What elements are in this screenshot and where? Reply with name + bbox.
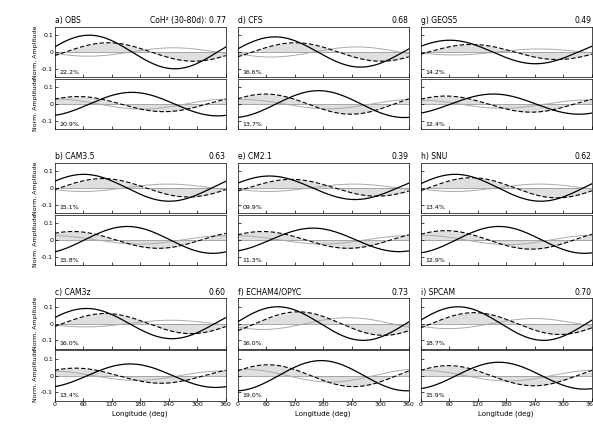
Text: 0.39: 0.39 [392, 152, 409, 161]
Text: i) SPCAM: i) SPCAM [420, 288, 455, 297]
Text: 0.49: 0.49 [575, 16, 592, 25]
Text: d) CFS: d) CFS [238, 16, 262, 25]
Text: 22.2%: 22.2% [60, 70, 79, 75]
Text: 16.0%: 16.0% [60, 341, 79, 346]
X-axis label: Longitude (deg): Longitude (deg) [295, 410, 351, 416]
Text: 18.7%: 18.7% [426, 341, 445, 346]
Text: 0.68: 0.68 [392, 16, 409, 25]
Text: h) SNU: h) SNU [420, 152, 447, 161]
Text: 0.62: 0.62 [575, 152, 592, 161]
Text: 15.1%: 15.1% [60, 206, 79, 210]
Text: 20.9%: 20.9% [60, 122, 79, 127]
Text: c) CAM3z: c) CAM3z [55, 288, 90, 297]
Y-axis label: Norm. Amplitude: Norm. Amplitude [33, 213, 39, 267]
Text: e) CM2.1: e) CM2.1 [238, 152, 272, 161]
Text: 16.0%: 16.0% [243, 341, 262, 346]
Text: 0.60: 0.60 [209, 288, 226, 297]
Y-axis label: Norm. Amplitude: Norm. Amplitude [33, 349, 39, 403]
Y-axis label: Norm. Amplitude: Norm. Amplitude [33, 25, 39, 79]
Text: 0.63: 0.63 [209, 152, 226, 161]
Text: 0.73: 0.73 [392, 288, 409, 297]
Text: 09.9%: 09.9% [243, 206, 263, 210]
Text: 13.7%: 13.7% [243, 122, 263, 127]
Text: 0.70: 0.70 [575, 288, 592, 297]
Text: 19.0%: 19.0% [243, 394, 263, 398]
Text: 13.4%: 13.4% [426, 206, 446, 210]
Text: b) CAM3.5: b) CAM3.5 [55, 152, 94, 161]
X-axis label: Longitude (deg): Longitude (deg) [113, 410, 168, 416]
Text: a) OBS: a) OBS [55, 16, 80, 25]
Text: 12.4%: 12.4% [426, 122, 446, 127]
Text: CoH² (30-80d): 0.77: CoH² (30-80d): 0.77 [150, 16, 226, 25]
Y-axis label: Norm. Amplitude: Norm. Amplitude [33, 161, 39, 215]
Text: 16.6%: 16.6% [243, 70, 262, 75]
Y-axis label: Norm. Amplitude: Norm. Amplitude [33, 297, 39, 350]
Y-axis label: Norm. Amplitude: Norm. Amplitude [33, 77, 39, 131]
Text: 15.8%: 15.8% [60, 257, 79, 263]
Text: 13.4%: 13.4% [60, 394, 79, 398]
X-axis label: Longitude (deg): Longitude (deg) [479, 410, 534, 416]
Text: 12.9%: 12.9% [426, 257, 446, 263]
Text: f) ECHAM4/OPYC: f) ECHAM4/OPYC [238, 288, 301, 297]
Text: 14.2%: 14.2% [426, 70, 446, 75]
Text: 15.9%: 15.9% [426, 394, 445, 398]
Text: 11.3%: 11.3% [243, 257, 263, 263]
Text: g) GEOS5: g) GEOS5 [420, 16, 457, 25]
